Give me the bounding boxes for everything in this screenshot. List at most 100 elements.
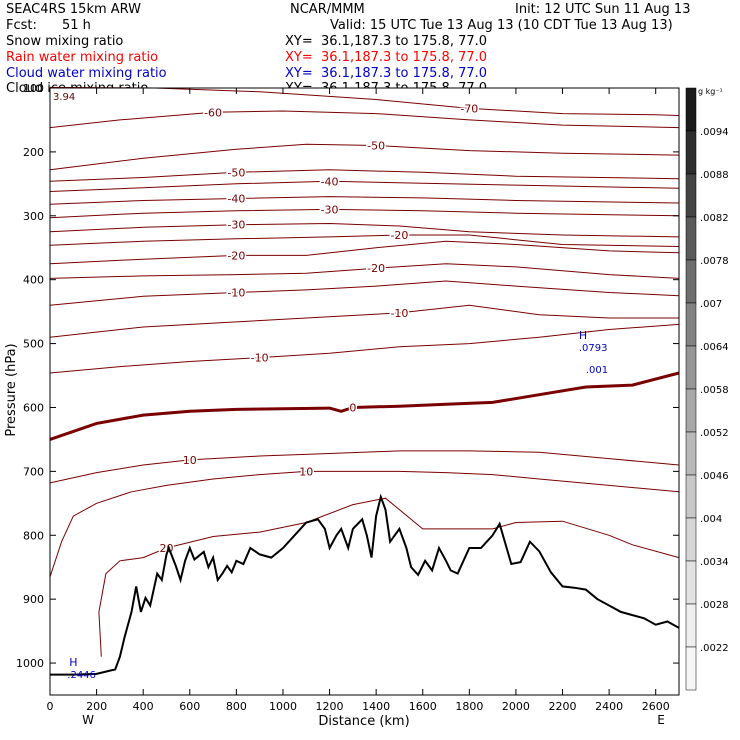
y-tick-label: 900 — [23, 593, 44, 606]
isotherm-line — [49, 470, 680, 577]
isotherm-label: 10 — [299, 465, 313, 478]
isotherm-label: -20 — [227, 249, 245, 262]
forecast-hour: 51 h — [62, 18, 91, 33]
colorbar-unit: g kg⁻¹ — [698, 87, 723, 96]
colorbar: .0094 .0088 .0082 .0078 .007 .0064 .0058 .0052.… — [685, 87, 729, 691]
cloud-water-value: .001 — [586, 365, 608, 376]
colorbar-label: .004 — [700, 514, 722, 525]
field-xy-cloud-water: XY= 36.1,187.3 to 175.8, 77.0 — [285, 66, 488, 81]
y-tick-label: 1000 — [16, 657, 44, 670]
isotherm-line — [49, 450, 680, 484]
y-tick-label: 700 — [23, 465, 44, 478]
colorbar-swatch — [685, 603, 697, 648]
isotherm-label: -60 — [204, 106, 222, 119]
colorbar-label: .0094 — [700, 127, 729, 138]
isotherm-line — [49, 323, 680, 374]
colorbar-swatch — [685, 173, 697, 218]
isotherm-label: -10 — [227, 286, 245, 299]
x-tick-label: 400 — [133, 700, 154, 713]
terrain-layer — [50, 493, 680, 676]
organization: NCAR/MMM — [290, 2, 365, 17]
x-tick-label: 2200 — [549, 700, 577, 713]
colorbar-label: .0052 — [700, 428, 729, 439]
x-tick-label: 1800 — [455, 700, 483, 713]
colorbar-label: .0058 — [700, 385, 729, 396]
top-left-value: 3.94 — [53, 92, 75, 103]
colorbar-label: .0046 — [700, 471, 729, 482]
y-tick-label: 800 — [23, 529, 44, 542]
model-name: SEAC4RS 15km ARW — [6, 2, 142, 17]
x-tick-label: 600 — [179, 700, 200, 713]
colorbar-swatch — [685, 646, 697, 691]
x-tick-label: 800 — [226, 700, 247, 713]
x-tick-label: 1600 — [409, 700, 437, 713]
colorbar-swatch — [685, 388, 697, 433]
colorbar-swatch — [685, 259, 697, 304]
colorbar-label: .0078 — [700, 256, 729, 267]
terrain-line — [50, 493, 680, 676]
isotherm-label: 0 — [349, 401, 356, 414]
y-axis-title: Pressure (hPa) — [4, 343, 19, 436]
colorbar-swatch — [685, 474, 697, 519]
colorbar-label: .0028 — [700, 600, 729, 611]
y-tick-label: 600 — [23, 401, 44, 414]
isotherm-line — [49, 280, 680, 306]
isotherm-line — [49, 304, 679, 338]
temperature-contours: -70 -60 -50 -50 -40 -40 -30 -30 -20 -20 -20 -10 -10 -… — [49, 86, 680, 657]
field-xy-snow: XY= 36.1,187.3 to 175.8, 77.0 — [285, 34, 488, 49]
colorbar-swatch — [685, 560, 697, 605]
isotherm-label: -10 — [251, 352, 269, 365]
y-tick-label: 300 — [23, 210, 44, 223]
field-name-snow: Snow mixing ratio — [6, 34, 124, 49]
x-tick-label: 0 — [47, 700, 54, 713]
colorbar-label: .0022 — [700, 643, 729, 654]
colorbar-swatch — [685, 431, 697, 476]
isotherm-line — [49, 240, 680, 265]
isotherm-line — [49, 110, 680, 129]
isotherm-label: -50 — [367, 140, 385, 153]
isotherm-label: -70 — [460, 102, 478, 115]
plot-frame — [49, 87, 680, 696]
isotherm-label: -40 — [321, 175, 339, 188]
field-name-cloud-water: Cloud water mixing ratio — [6, 66, 167, 81]
isotherm-label: -40 — [227, 193, 245, 206]
isotherm-label: -30 — [321, 203, 339, 216]
isotherm-line — [49, 208, 680, 219]
field-name-rain: Rain water mixing ratio — [6, 50, 159, 65]
colorbar-label: .007 — [700, 299, 722, 310]
isotherm-line — [98, 497, 680, 657]
isotherm-line — [49, 180, 680, 192]
x-tick-label: 1000 — [269, 700, 297, 713]
isotherm-label: -20 — [367, 262, 385, 275]
colorbar-label: .0088 — [700, 170, 729, 181]
cloud-water-max-label: H — [579, 329, 587, 342]
isotherm-line — [49, 169, 680, 182]
rain-water-value: .2446 — [67, 670, 96, 681]
field-xy-rain: XY= 36.1,187.3 to 175.8, 77.0 — [285, 50, 488, 65]
isotherm-line — [49, 143, 680, 171]
colorbar-swatch — [685, 302, 697, 347]
isotherm-label: -20 — [390, 229, 408, 242]
colorbar-swatch — [685, 87, 697, 132]
isotherm-label: 10 — [183, 454, 197, 467]
x-axis: 0 200 400 600 800 1000 1200 1400 1600 1800 2000 220… — [47, 88, 670, 713]
y-tick-label-top: 100 — [23, 82, 44, 95]
colorbar-label: .0082 — [700, 213, 729, 224]
isotherm-line — [49, 196, 680, 205]
isotherm-line — [49, 371, 680, 441]
isotherm-line — [49, 234, 680, 247]
west-label: W — [82, 713, 94, 727]
x-tick-label: 1400 — [362, 700, 390, 713]
x-tick-label: 1200 — [316, 700, 344, 713]
plot-area — [50, 88, 679, 695]
colorbar-swatch — [685, 130, 697, 175]
y-tick-label: 400 — [23, 274, 44, 287]
y-tick-label: 500 — [23, 338, 44, 351]
colorbar-swatch — [685, 517, 697, 562]
isotherm-line — [49, 86, 680, 116]
rain-water-max-label: H — [69, 656, 77, 669]
y-tick-label: 200 — [23, 146, 44, 159]
x-tick-label: 2000 — [502, 700, 530, 713]
